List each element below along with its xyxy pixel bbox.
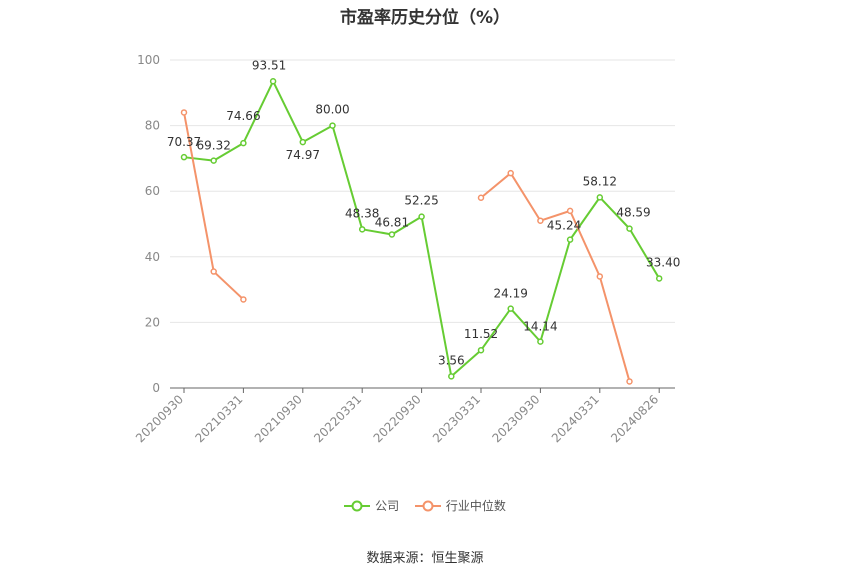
x-tick-label: 20210930 [252,392,305,445]
legend-item-industry-median[interactable]: 行业中位数 [414,497,506,514]
series-points [180,78,663,385]
x-axis-ticks: 20200930 20210331 20210930 20220331 20220930… [133,388,661,445]
data-point [299,138,307,146]
data-label: 74.66 [226,109,260,123]
x-tick-label: 20240826 [608,392,661,445]
data-point [180,153,188,161]
data-point [240,296,247,303]
data-point [269,78,277,85]
data-point [477,194,485,202]
data-point [358,226,366,233]
data-label: 69.32 [197,139,231,153]
x-tick-label: 20220331 [311,392,364,445]
x-tick-label: 20220930 [371,392,424,445]
chart-title: 市盈率历史分位（%） [339,8,511,28]
data-label: 48.38 [345,206,379,220]
series-line-1 [480,172,631,382]
data-point [596,194,604,201]
data-label: 33.40 [646,255,680,269]
data-label: 70.37 [167,135,201,149]
y-axis-ticks: 0 20 40 60 80 100 [137,53,160,395]
data-point [418,213,425,220]
data-label: 74.97 [286,148,320,162]
data-label: 48.59 [616,206,650,220]
data-point [240,139,247,147]
y-tick-label: 0 [152,381,160,395]
y-tick-label: 40 [145,250,160,264]
data-label: 58.12 [583,174,617,188]
data-label: 14.14 [523,320,557,334]
data-point [507,305,514,312]
data-point [596,273,604,280]
data-point [507,169,514,177]
x-tick-label: 20230331 [430,392,483,445]
x-tick-label: 20200930 [133,392,186,445]
data-point [388,231,396,238]
data-point [566,236,574,243]
data-point [180,109,188,116]
y-tick-label: 20 [145,315,160,329]
grid-lines [170,59,675,323]
y-tick-label: 80 [145,119,160,133]
data-point [329,122,336,129]
data-point [626,378,633,385]
data-label: 24.19 [494,287,528,301]
series-lines [183,80,661,382]
data-point [477,346,485,354]
data-point [210,268,217,275]
data-label: 3.56 [438,353,465,367]
data-label: 45.24 [547,219,581,233]
data-point [210,157,217,164]
y-tick-label: 100 [137,53,160,67]
legend-label-company: 公司 [375,499,400,513]
data-label: 52.25 [404,194,438,208]
x-tick-label: 20240331 [549,392,602,445]
data-point [537,217,544,224]
data-point [626,225,633,232]
data-label: 80.00 [315,103,349,117]
data-point [448,373,455,380]
legend: 公司 行业中位数 [0,497,850,516]
legend-swatch-industry-median [414,500,441,511]
legend-item-company[interactable]: 公司 [344,497,399,514]
data-point [537,338,544,345]
data-label: 93.51 [252,58,286,72]
y-tick-label: 60 [145,184,160,198]
data-point [566,207,574,215]
x-tick-label: 20230930 [489,392,542,445]
data-source: 数据来源：恒生聚源 [366,551,484,566]
data-point [655,275,663,282]
legend-label-industry-median: 行业中位数 [445,499,506,513]
data-label: 11.52 [464,327,498,341]
legend-swatch-company [344,500,371,511]
data-label: 46.81 [375,215,409,229]
x-tick-label: 20210331 [192,392,245,445]
